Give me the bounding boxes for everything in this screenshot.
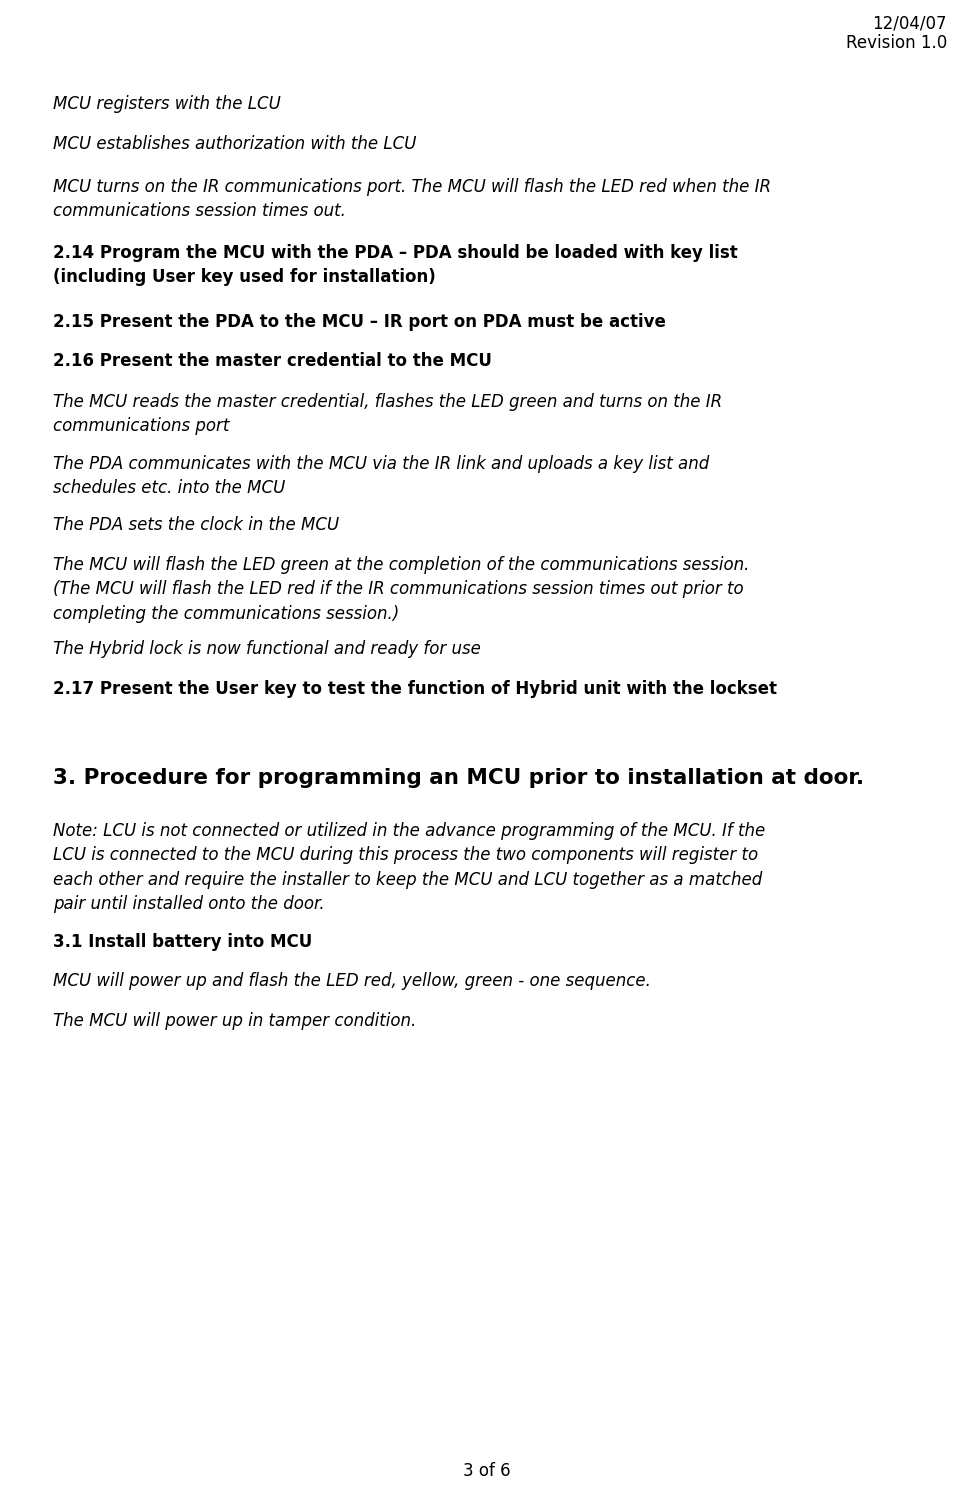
Text: The Hybrid lock is now functional and ready for use: The Hybrid lock is now functional and re… — [53, 640, 481, 658]
Text: MCU turns on the IR communications port. The MCU will flash the LED red when the: MCU turns on the IR communications port.… — [53, 179, 771, 220]
Text: 2.16 Present the master credential to the MCU: 2.16 Present the master credential to th… — [53, 351, 491, 369]
Text: Note: LCU is not connected or utilized in the advance programming of the MCU. If: Note: LCU is not connected or utilized i… — [53, 822, 765, 913]
Text: 3 of 6: 3 of 6 — [463, 1462, 511, 1480]
Text: 2.14 Program the MCU with the PDA – PDA should be loaded with key list
(includin: 2.14 Program the MCU with the PDA – PDA … — [53, 244, 738, 286]
Text: Revision 1.0: Revision 1.0 — [845, 34, 947, 52]
Text: The PDA communicates with the MCU via the IR link and uploads a key list and
sch: The PDA communicates with the MCU via th… — [53, 456, 709, 497]
Text: 2.17 Present the User key to test the function of Hybrid unit with the lockset: 2.17 Present the User key to test the fu… — [53, 680, 777, 698]
Text: The MCU reads the master credential, flashes the LED green and turns on the IR
c: The MCU reads the master credential, fla… — [53, 393, 722, 435]
Text: 3.1 Install battery into MCU: 3.1 Install battery into MCU — [53, 934, 312, 951]
Text: MCU registers with the LCU: MCU registers with the LCU — [53, 95, 281, 113]
Text: MCU will power up and flash the LED red, yellow, green - one sequence.: MCU will power up and flash the LED red,… — [53, 972, 651, 990]
Text: The PDA sets the clock in the MCU: The PDA sets the clock in the MCU — [53, 517, 339, 535]
Text: 3. Procedure for programming an MCU prior to installation at door.: 3. Procedure for programming an MCU prio… — [53, 768, 864, 788]
Text: The MCU will power up in tamper condition.: The MCU will power up in tamper conditio… — [53, 1013, 416, 1030]
Text: The MCU will flash the LED green at the completion of the communications session: The MCU will flash the LED green at the … — [53, 555, 750, 622]
Text: 12/04/07: 12/04/07 — [873, 13, 947, 31]
Text: 2.15 Present the PDA to the MCU – IR port on PDA must be active: 2.15 Present the PDA to the MCU – IR por… — [53, 313, 666, 331]
Text: MCU establishes authorization with the LCU: MCU establishes authorization with the L… — [53, 135, 416, 153]
